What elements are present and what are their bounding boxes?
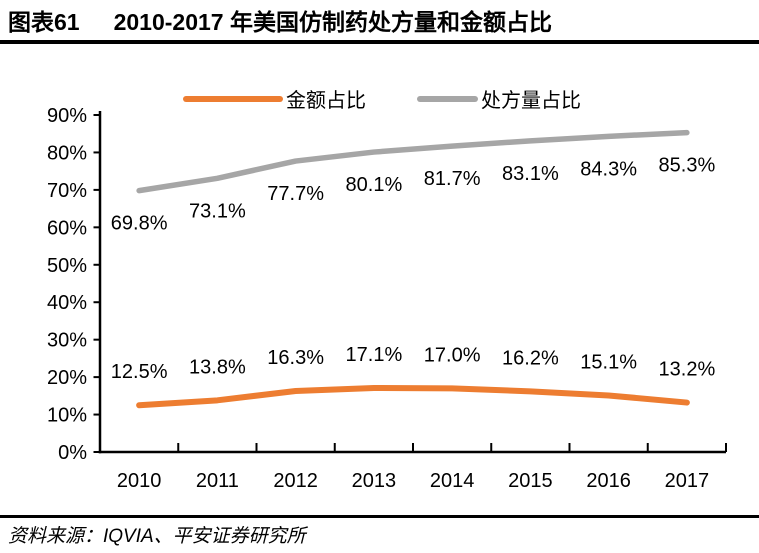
data-label: 17.1% — [346, 344, 403, 366]
data-label: 17.0% — [424, 344, 481, 366]
x-axis-label: 2011 — [196, 470, 239, 492]
data-label: 16.2% — [502, 347, 559, 369]
series-line-1 — [136, 384, 690, 409]
x-axis-label: 2015 — [508, 470, 553, 492]
data-label: 85.3% — [659, 155, 716, 177]
y-axis-tick-label: 90% — [47, 105, 87, 127]
figure-title: 2010-2017 年美国仿制药处方量和金额占比 — [113, 9, 552, 35]
series-line-2 — [136, 129, 690, 194]
data-label: 12.5% — [111, 361, 168, 383]
y-axis-tick-label: 10% — [47, 405, 87, 427]
data-label: 77.7% — [267, 183, 324, 205]
data-label: 16.3% — [267, 347, 324, 369]
x-axis-label: 2017 — [665, 470, 710, 492]
y-axis-tick-label: 30% — [47, 330, 87, 352]
y-axis-tick-label: 50% — [47, 255, 87, 277]
data-label: 80.1% — [346, 174, 403, 196]
y-axis-tick-label: 40% — [47, 292, 87, 314]
legend-item-amount-share: 金额占比 — [183, 84, 366, 113]
source-note: 资料来源：IQVIA、平安证券研究所 — [8, 526, 306, 547]
y-axis-tick-label: 20% — [47, 367, 87, 389]
y-axis-tick-label: 80% — [47, 142, 87, 164]
x-axis-label: 2013 — [352, 470, 397, 492]
x-axis-label: 2010 — [117, 470, 162, 492]
legend-item-volume-share: 处方量占比 — [417, 84, 581, 113]
legend-line-swatch-amount — [183, 95, 283, 102]
y-axis-tick-label: 70% — [47, 180, 87, 202]
legend-label-volume: 处方量占比 — [481, 90, 581, 112]
data-label: 83.1% — [502, 163, 559, 185]
x-axis-label: 2012 — [273, 470, 318, 492]
x-axis-label: 2014 — [430, 470, 475, 492]
data-label: 13.8% — [189, 356, 246, 378]
x-axis-label: 2016 — [586, 470, 631, 492]
data-label: 69.8% — [111, 213, 168, 235]
figure-label: 图表61 — [8, 9, 80, 35]
legend-line-swatch-volume — [417, 95, 478, 102]
data-label: 13.2% — [659, 359, 716, 381]
data-label: 81.7% — [424, 168, 481, 190]
title-divider — [0, 40, 759, 44]
y-axis-tick-label: 60% — [47, 217, 87, 239]
data-label: 15.1% — [580, 351, 637, 373]
figure-title-row: 图表61 2010-2017 年美国仿制药处方量和金额占比 — [8, 6, 552, 38]
data-label: 73.1% — [189, 200, 246, 222]
data-label: 84.3% — [580, 158, 637, 180]
footer-divider — [0, 515, 759, 518]
legend-label-amount: 金额占比 — [286, 90, 366, 112]
y-axis-tick-label: 0% — [58, 442, 87, 464]
